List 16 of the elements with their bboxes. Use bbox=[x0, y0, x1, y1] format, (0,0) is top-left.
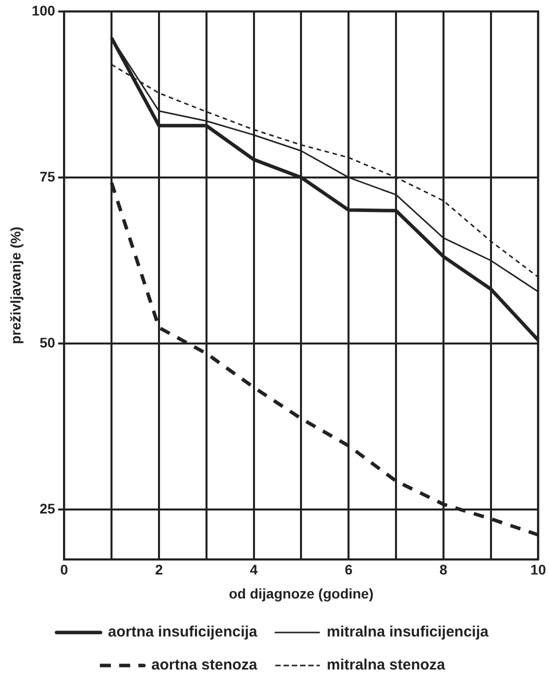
x-axis-title: od dijagnoze (godine) bbox=[228, 585, 374, 602]
x-tick-label: 4 bbox=[250, 562, 258, 578]
x-tick-label: 0 bbox=[60, 562, 68, 578]
y-axis-title: preživljavanje (%) bbox=[7, 226, 24, 344]
y-tick-label: 50 bbox=[40, 334, 56, 350]
y-tick-label: 100 bbox=[32, 2, 56, 18]
x-tick-label: 2 bbox=[155, 562, 164, 578]
legend-label: mitralna stenoza bbox=[326, 656, 446, 674]
x-tick-label: 8 bbox=[440, 562, 448, 578]
legend-label: aortna insuficijencija bbox=[108, 624, 258, 641]
y-tick-label: 75 bbox=[40, 168, 56, 184]
legend-label: aortna stenoza bbox=[151, 656, 258, 674]
y-tick-label: 25 bbox=[40, 500, 56, 516]
x-tick-label: 6 bbox=[344, 562, 353, 578]
x-tick-label: 10 bbox=[530, 562, 546, 578]
legend-label: mitralna insuficijencija bbox=[326, 624, 490, 641]
